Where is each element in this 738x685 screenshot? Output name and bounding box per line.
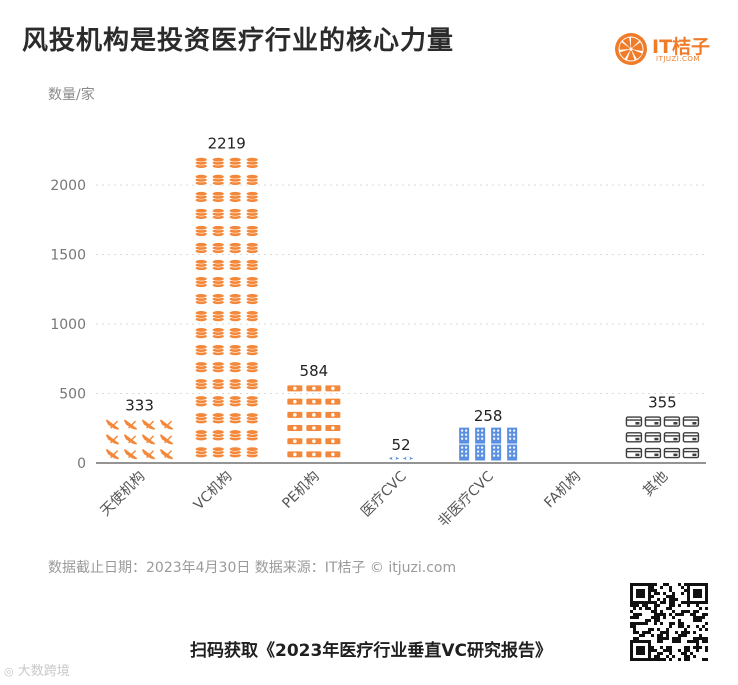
y-axis-unit: 数量/家 — [48, 87, 95, 103]
bar-4 — [389, 456, 413, 461]
data-label: 2219 — [208, 135, 246, 153]
bar-5 — [459, 427, 518, 461]
watermark-logo-icon: ◎ — [4, 665, 14, 678]
data-label: 52 — [391, 436, 410, 454]
bar-3 — [287, 385, 341, 458]
brand-name: IT桔子 — [652, 36, 711, 58]
brand-logo[interactable]: IT桔子 ITJUZI.COM — [614, 30, 724, 70]
watermark-text: 大数跨境 — [17, 664, 70, 679]
chart-title: 风投机构是投资医疗行业的核心力量 — [22, 26, 455, 56]
x-tick-label: 天使机构 — [97, 468, 149, 520]
y-tick-label: 500 — [59, 387, 86, 403]
orange-slice-icon — [615, 33, 647, 65]
data-label: 584 — [300, 362, 329, 380]
report-cta: 扫码获取《2023年医疗行业垂直VC研究报告》 — [190, 641, 552, 661]
bar-7 — [625, 416, 700, 459]
data-label: 333 — [125, 397, 154, 415]
y-tick-label: 1500 — [50, 248, 86, 264]
bar-2 — [194, 157, 259, 458]
qr-code-icon[interactable] — [630, 583, 708, 661]
data-source-note: 数据截止日期：2023年4月30日 数据来源：IT桔子 © itjuzi.com — [48, 560, 457, 576]
x-tick-label: 医疗CVC — [358, 468, 410, 520]
x-tick-label: VC机构 — [191, 469, 236, 514]
watermark: ◎ 大数跨境 — [4, 660, 70, 679]
y-tick-label: 0 — [77, 456, 86, 472]
brand-domain: ITJUZI.COM — [656, 55, 700, 63]
y-tick-label: 1000 — [50, 317, 86, 333]
x-tick-label: 非医疗CVC — [435, 468, 497, 530]
data-label: 258 — [474, 407, 503, 425]
bar-chart: 0 500 1000 1500 2000 天使机构 333 VC机构 2219 PE机构 584 医疗… — [50, 135, 706, 530]
x-tick-label: FA机构 — [541, 469, 584, 512]
y-tick-label: 2000 — [50, 178, 86, 194]
data-label: 355 — [648, 394, 677, 412]
bar-1 — [105, 419, 174, 460]
x-tick-label: 其他 — [640, 469, 671, 500]
x-tick-label: PE机构 — [279, 469, 322, 512]
